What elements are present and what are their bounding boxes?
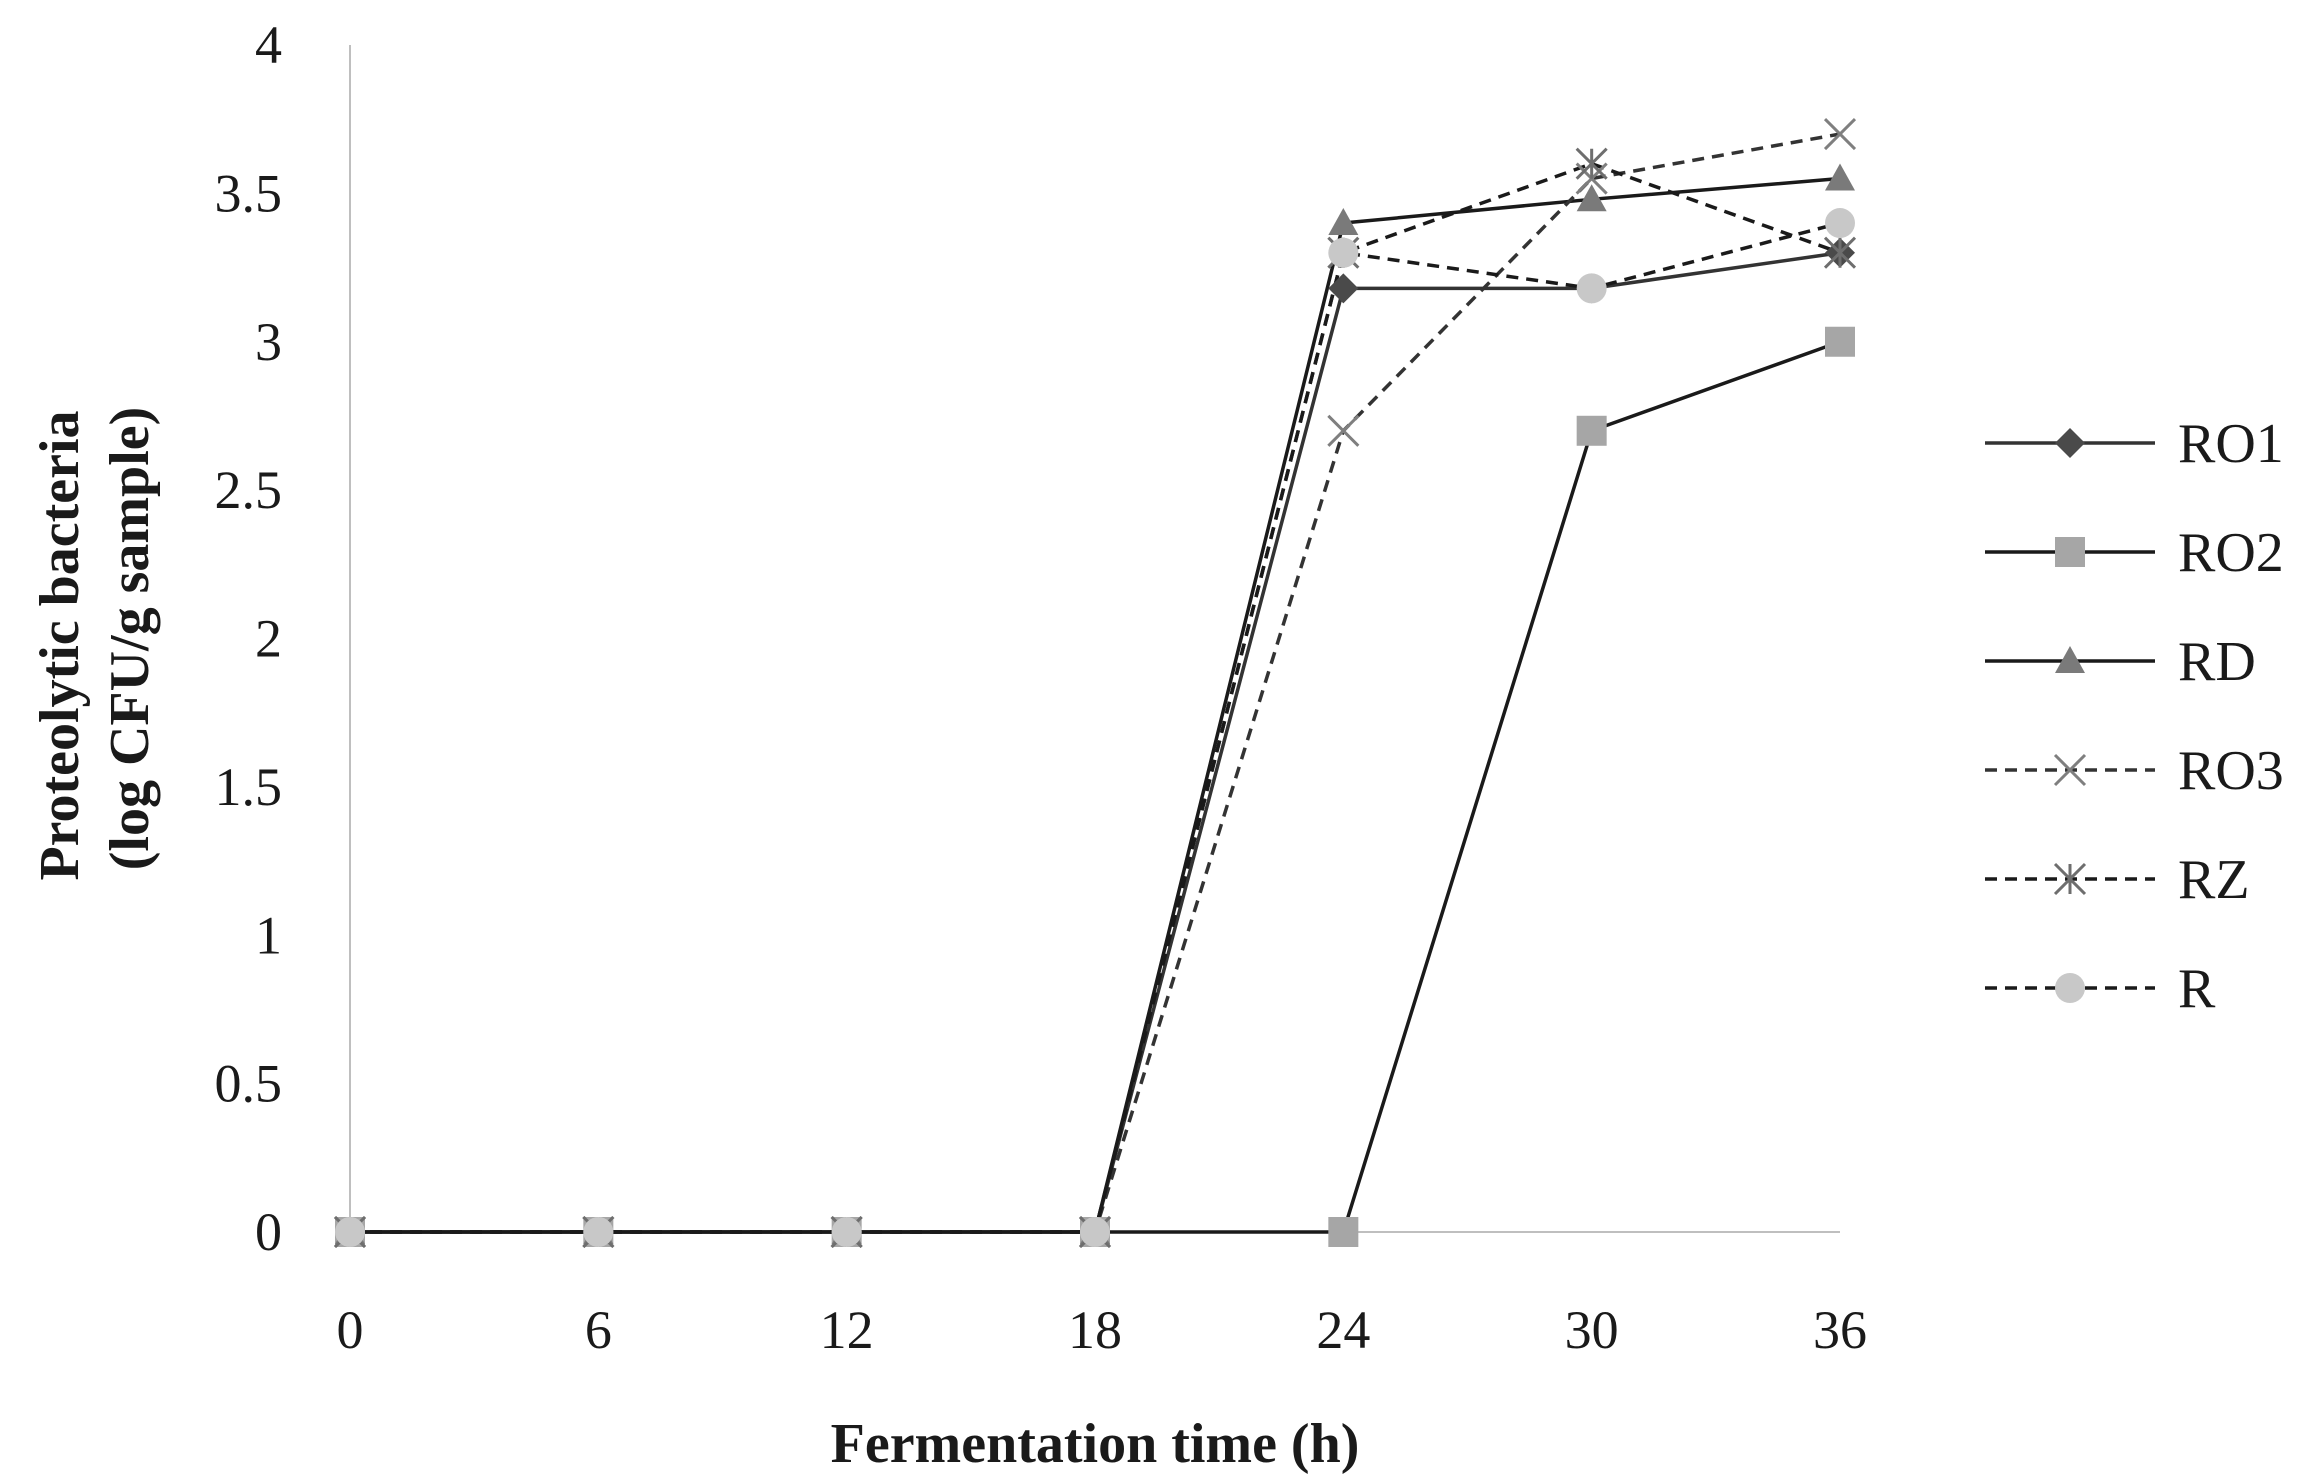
legend-marker [2053,862,2087,896]
legend-item-r: R [1985,958,2216,1020]
data-point-rz-36 [1823,236,1857,269]
y-tick-label: 0 [255,1202,282,1262]
y-axis-title-line-2: (log CFU/g sample) [99,407,161,871]
legend-label: RO2 [2178,522,2284,584]
x-tick-label: 6 [585,1300,612,1360]
legend-marker [2055,646,2085,673]
series-line-rd [350,176,1841,1234]
series-line-r [350,221,1841,1234]
data-point-rz-30 [1575,147,1608,180]
data-point-r-18 [1080,1217,1110,1247]
data-point-ro3-36 [1823,117,1857,151]
legend: RO1 RO2 RD RO3 RZ R [1985,413,2284,1020]
y-tick-labels: 0 0.5 1 1.5 2 2.5 3 3.5 4 [215,15,283,1262]
legend-label: R [2178,958,2216,1020]
x-tick-label: 18 [1068,1300,1122,1360]
data-point-ro3-24 [1327,414,1360,447]
data-point-r-30 [1576,273,1607,304]
y-axis-title: Proteolytic bacteria (log CFU/g sample) [29,396,161,880]
data-point-ro2-30 [1576,415,1607,446]
legend-marker [2055,537,2085,567]
series-line-ro2 [350,340,1841,1234]
legend-item-ro2: RO2 [1985,522,2284,584]
x-tick-label: 12 [820,1300,874,1360]
legend-marker [2055,428,2085,458]
data-point-ro1-24 [1328,273,1359,304]
series-lines [350,132,1841,1234]
x-axis-title: Fermentation time (h) [831,1413,1360,1475]
series-line-ro1 [350,250,1841,1234]
data-point-r-24 [1328,237,1359,268]
y-axis-title-line-1: Proteolytic bacteria [29,410,91,880]
data-point-r-0 [335,1217,365,1247]
x-tick-labels: 0 6 12 18 24 30 36 [337,1300,1868,1360]
y-tick-label: 3 [255,312,282,372]
data-point-r-6 [583,1217,614,1247]
y-tick-label: 3.5 [215,163,283,223]
y-tick-label: 2.5 [215,460,283,520]
y-tick-label: 4 [255,15,282,75]
legend-item-rd: RD [1985,631,2256,693]
data-point-ro2-24 [1328,1217,1359,1247]
legend-item-rz: RZ [1985,849,2250,911]
series-markers [333,117,1857,1249]
legend-label: RD [2178,631,2256,693]
y-tick-label: 1 [255,905,282,965]
legend-item-ro1: RO1 [1985,413,2284,475]
data-point-r-36 [1825,208,1855,239]
data-point-rd-24 [1328,208,1359,236]
series-line-rz [350,161,1841,1234]
x-tick-label: 0 [337,1300,364,1360]
data-point-r-12 [831,1217,862,1247]
data-point-rd-36 [1825,163,1855,191]
legend-marker [2053,753,2087,787]
legend-label: RO3 [2178,740,2284,802]
legend-item-ro3: RO3 [1985,740,2284,802]
legend-label: RO1 [2178,413,2284,475]
series-line-ro3 [350,132,1841,1234]
x-tick-label: 36 [1813,1300,1867,1360]
y-tick-label: 1.5 [215,757,283,817]
y-tick-label: 2 [255,609,282,669]
legend-label: RZ [2178,849,2250,911]
x-tick-label: 30 [1565,1300,1619,1360]
legend-marker [2055,973,2085,1003]
data-point-ro2-36 [1825,326,1855,357]
x-tick-label: 24 [1316,1300,1370,1360]
y-tick-label: 0.5 [215,1054,283,1114]
data-point-rd-30 [1576,184,1607,212]
